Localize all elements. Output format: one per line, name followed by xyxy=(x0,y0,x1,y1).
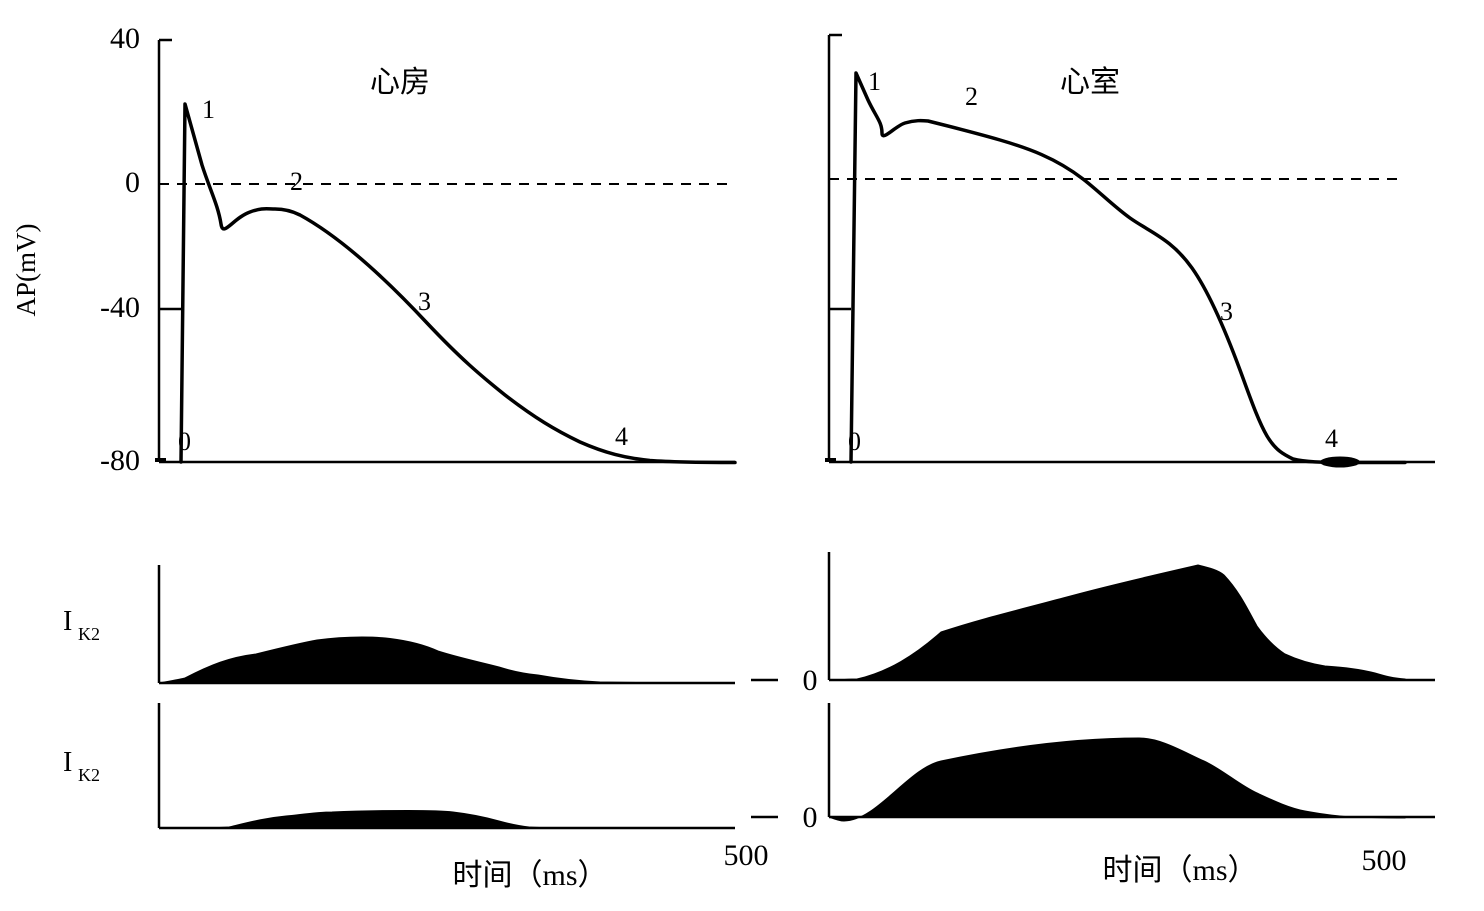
svg-text:时间（ms）: 时间（ms） xyxy=(1102,854,1257,887)
svg-text:-40: -40 xyxy=(100,291,140,324)
svg-text:0: 0 xyxy=(803,801,818,834)
svg-text:-80: -80 xyxy=(100,444,140,477)
svg-text:1: 1 xyxy=(868,67,881,96)
svg-text:4: 4 xyxy=(1325,424,1338,453)
svg-text:时间（ms）: 时间（ms） xyxy=(452,859,607,892)
svg-text:0: 0 xyxy=(125,166,140,199)
svg-text:2: 2 xyxy=(965,82,978,111)
svg-text:0: 0 xyxy=(803,664,818,697)
svg-text:1: 1 xyxy=(202,95,215,124)
svg-text:心室: 心室 xyxy=(1060,66,1120,99)
svg-text:0: 0 xyxy=(848,427,861,456)
svg-text:3: 3 xyxy=(418,287,431,316)
svg-text:K2: K2 xyxy=(78,765,100,785)
svg-text:K2: K2 xyxy=(78,624,100,644)
svg-text:500: 500 xyxy=(724,839,769,872)
svg-text:心房: 心房 xyxy=(370,66,430,99)
svg-text:500: 500 xyxy=(1362,844,1407,877)
svg-text:AP(mV): AP(mV) xyxy=(11,224,41,317)
svg-text:4: 4 xyxy=(615,422,628,451)
svg-text:2: 2 xyxy=(290,167,303,196)
svg-text:40: 40 xyxy=(110,22,140,55)
svg-text:3: 3 xyxy=(1220,297,1233,326)
svg-text:I: I xyxy=(63,606,72,637)
svg-text:0: 0 xyxy=(178,427,191,456)
svg-text:I: I xyxy=(63,747,72,778)
